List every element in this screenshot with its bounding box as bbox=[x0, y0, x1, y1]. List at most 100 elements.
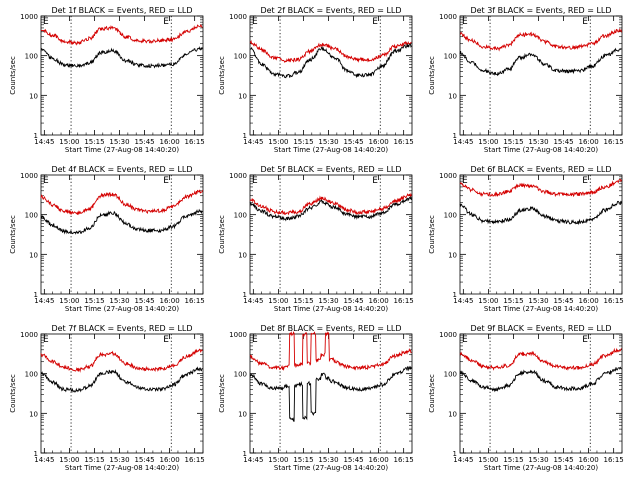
y-tick-label: 100 bbox=[234, 371, 247, 379]
plot-frame bbox=[459, 15, 623, 136]
y-tick-label: 10 bbox=[238, 92, 247, 100]
x-tick-label: 15:45 bbox=[134, 297, 154, 305]
y-tick-label: 1000 bbox=[229, 331, 247, 339]
lld-series-line bbox=[249, 192, 412, 216]
y-tick-label: 1000 bbox=[439, 172, 457, 180]
events-series-line bbox=[459, 366, 622, 393]
x-tick-label: 16:00 bbox=[369, 138, 389, 146]
y-tick-label: 10 bbox=[448, 92, 457, 100]
lld-series-line bbox=[459, 178, 622, 198]
lld-series-line bbox=[459, 347, 622, 371]
y-tick-label: 1 bbox=[34, 132, 38, 140]
y-axis-title: Counts/sec bbox=[218, 215, 226, 254]
x-tick-label: 16:00 bbox=[160, 297, 180, 305]
y-tick-label: 10 bbox=[29, 251, 38, 259]
x-tick-label: 15:30 bbox=[528, 297, 548, 305]
x-tick-label: 15:30 bbox=[528, 138, 548, 146]
events-series-line bbox=[40, 366, 203, 393]
y-tick-label: 100 bbox=[444, 212, 457, 220]
x-tick-label: 16:15 bbox=[604, 456, 624, 464]
x-tick-label: 16:15 bbox=[185, 297, 205, 305]
x-tick-label: 15:15 bbox=[503, 297, 523, 305]
x-tick-label: 14:45 bbox=[34, 297, 54, 305]
x-tick-label: 15:30 bbox=[109, 138, 129, 146]
x-tick-label: 16:00 bbox=[369, 297, 389, 305]
chart-title: Det 1f BLACK = Events, RED = LLD bbox=[51, 6, 192, 15]
x-tick-label: 15:15 bbox=[503, 138, 523, 146]
y-tick-label: 1000 bbox=[229, 172, 247, 180]
lld-series-line bbox=[40, 24, 203, 46]
x-axis-title: Start Time (27-Aug-08 14:40:20) bbox=[484, 464, 598, 472]
corner-mark-2: E bbox=[372, 176, 378, 186]
y-tick-label: 100 bbox=[234, 212, 247, 220]
events-series-line bbox=[40, 208, 203, 235]
plot-frame bbox=[40, 174, 204, 295]
x-tick-label: 14:45 bbox=[243, 456, 263, 464]
events-series-line bbox=[40, 46, 203, 69]
x-tick-label: 15:00 bbox=[268, 297, 288, 305]
y-tick-label: 100 bbox=[25, 371, 38, 379]
corner-mark-1: E bbox=[252, 17, 258, 27]
plot-frame bbox=[459, 333, 623, 454]
chart-title: Det 2f BLACK = Events, RED = LLD bbox=[260, 6, 401, 15]
x-tick-label: 15:45 bbox=[343, 138, 363, 146]
lld-series-line bbox=[40, 189, 203, 216]
x-tick-label: 15:15 bbox=[503, 456, 523, 464]
x-tick-label: 15:45 bbox=[134, 456, 154, 464]
x-tick-label: 15:15 bbox=[84, 297, 104, 305]
y-tick-label: 1 bbox=[243, 291, 247, 299]
corner-mark-2: E bbox=[163, 17, 169, 27]
x-tick-label: 15:30 bbox=[109, 297, 129, 305]
chart-title: Det 3f BLACK = Events, RED = LLD bbox=[470, 6, 611, 15]
plot-frame bbox=[249, 333, 413, 454]
x-tick-label: 15:00 bbox=[59, 138, 79, 146]
x-tick-label: 16:00 bbox=[160, 138, 180, 146]
y-tick-label: 1 bbox=[34, 291, 38, 299]
y-tick-label: 100 bbox=[444, 53, 457, 61]
corner-mark-2: E bbox=[372, 17, 378, 27]
x-tick-label: 15:15 bbox=[84, 456, 104, 464]
x-tick-label: 15:45 bbox=[343, 297, 363, 305]
y-axis-title: Counts/sec bbox=[218, 56, 226, 95]
x-axis-title: Start Time (27-Aug-08 14:40:20) bbox=[65, 464, 179, 472]
corner-mark-2: E bbox=[582, 335, 588, 345]
chart-title: Det 8f BLACK = Events, RED = LLD bbox=[260, 324, 401, 333]
x-tick-label: 14:45 bbox=[34, 456, 54, 464]
x-tick-label: 16:15 bbox=[185, 456, 205, 464]
y-axis-title: Counts/sec bbox=[428, 215, 436, 254]
x-axis-title: Start Time (27-Aug-08 14:40:20) bbox=[274, 305, 388, 313]
x-tick-label: 16:15 bbox=[185, 138, 205, 146]
x-tick-label: 15:45 bbox=[343, 456, 363, 464]
y-tick-label: 10 bbox=[238, 251, 247, 259]
corner-mark-1: E bbox=[43, 17, 49, 27]
x-tick-label: 15:00 bbox=[268, 456, 288, 464]
y-tick-label: 1000 bbox=[20, 172, 38, 180]
plot-frame bbox=[459, 174, 623, 295]
lld-series-line bbox=[459, 28, 622, 52]
plot-frame bbox=[40, 333, 204, 454]
x-tick-label: 16:15 bbox=[394, 297, 414, 305]
x-tick-label: 15:00 bbox=[59, 297, 79, 305]
x-axis-title: Start Time (27-Aug-08 14:40:20) bbox=[274, 146, 388, 154]
y-tick-label: 1 bbox=[243, 450, 247, 458]
y-tick-label: 100 bbox=[25, 53, 38, 61]
x-tick-label: 16:00 bbox=[369, 456, 389, 464]
x-axis-title: Start Time (27-Aug-08 14:40:20) bbox=[484, 146, 598, 154]
x-tick-label: 15:45 bbox=[553, 297, 573, 305]
x-tick-label: 15:00 bbox=[478, 297, 498, 305]
x-tick-label: 15:45 bbox=[553, 138, 573, 146]
y-tick-label: 1 bbox=[453, 291, 457, 299]
corner-mark-1: E bbox=[43, 176, 49, 186]
chart-title: Det 9f BLACK = Events, RED = LLD bbox=[470, 324, 611, 333]
corner-mark-1: E bbox=[43, 335, 49, 345]
events-series-line bbox=[249, 42, 412, 79]
y-tick-label: 1 bbox=[453, 132, 457, 140]
x-tick-label: 15:15 bbox=[84, 138, 104, 146]
